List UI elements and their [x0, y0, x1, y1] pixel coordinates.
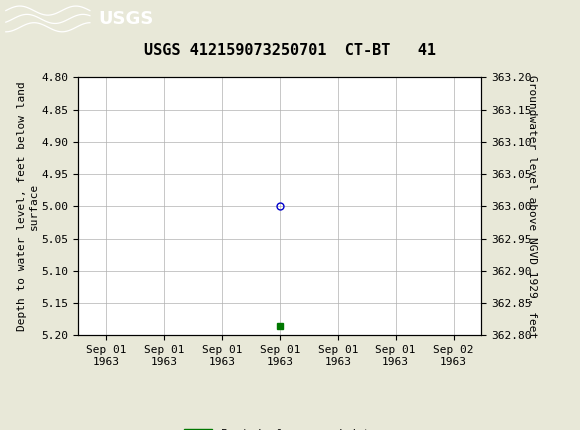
Legend: Period of approved data: Period of approved data [179, 424, 380, 430]
Y-axis label: Depth to water level, feet below land
surface: Depth to water level, feet below land su… [17, 82, 39, 331]
Text: USGS: USGS [99, 10, 154, 28]
Text: USGS 412159073250701  CT-BT   41: USGS 412159073250701 CT-BT 41 [144, 43, 436, 58]
Y-axis label: Groundwater level above NGVD 1929, feet: Groundwater level above NGVD 1929, feet [527, 75, 537, 338]
